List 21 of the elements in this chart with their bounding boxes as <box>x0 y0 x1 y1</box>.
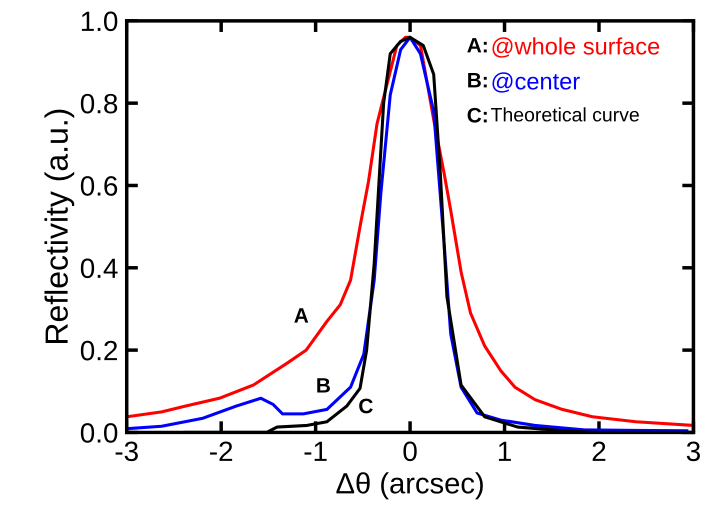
x-tick-label: 1 <box>498 442 511 461</box>
series-label: A:@whole surface <box>467 37 660 58</box>
annotation: C <box>359 398 373 414</box>
y-tick-label: 1.0 <box>82 12 118 32</box>
series-label: B:@center <box>468 72 580 93</box>
x-tick-label: -1 <box>304 442 327 461</box>
y-tick-label: 0.4 <box>80 258 118 278</box>
x-tick-label: -3 <box>116 441 138 462</box>
x-tick-label: -2 <box>210 441 232 461</box>
y-tick-label: 0.8 <box>80 94 118 114</box>
x-axis-title: Δθ (arcsec) <box>336 472 483 500</box>
y-tick-label: 0.0 <box>80 423 118 443</box>
annotation: B <box>317 378 330 393</box>
x-tick-label: 2 <box>592 441 606 461</box>
y-tick-label: 0.6 <box>80 176 118 196</box>
x-tick-label: 0 <box>403 441 417 462</box>
y-tick-label: 0.2 <box>80 340 117 360</box>
annotation: A <box>294 308 308 323</box>
x-tick-label: 3 <box>686 441 700 462</box>
y-axis-title: Reflectivity (a.u.) <box>44 110 74 343</box>
legend-label: C:Theoretical curve <box>468 107 639 123</box>
